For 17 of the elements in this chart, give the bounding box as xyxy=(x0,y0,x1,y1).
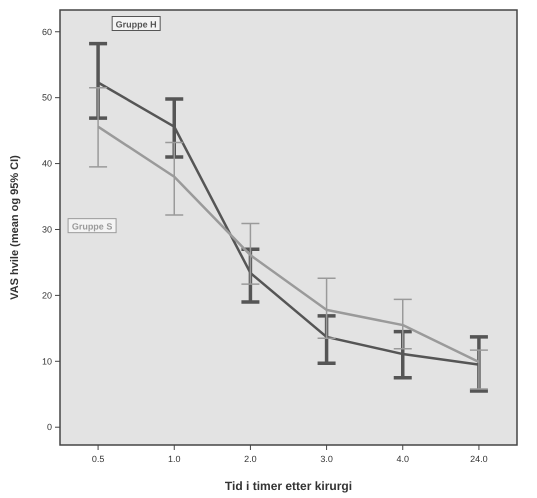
y-tick-label: 20 xyxy=(42,290,52,300)
y-tick-label: 50 xyxy=(42,92,52,103)
y-tick-label: 60 xyxy=(42,26,52,37)
x-tick-label: 0.5 xyxy=(92,454,104,464)
x-tick-label: 4.0 xyxy=(396,454,410,464)
x-tick-label: 3.0 xyxy=(320,454,333,464)
y-tick-label: 0 xyxy=(46,422,52,432)
y-tick-label: 30 xyxy=(42,224,52,234)
y-axis-title: VAS hvile (mean og 95% CI) xyxy=(9,154,21,300)
y-tick-label: 10 xyxy=(42,356,52,366)
text: Gruppe S xyxy=(72,222,112,232)
x-axis-title: Tid i timer etter kirurgi xyxy=(224,479,352,493)
x-tick-label: 1.0 xyxy=(168,454,181,464)
y-tick-label: 40 xyxy=(42,158,52,169)
x-tick-label: 24.0 xyxy=(470,454,488,464)
text: Gruppe H xyxy=(116,20,157,30)
x-tick-label: 2.0 xyxy=(244,454,257,464)
